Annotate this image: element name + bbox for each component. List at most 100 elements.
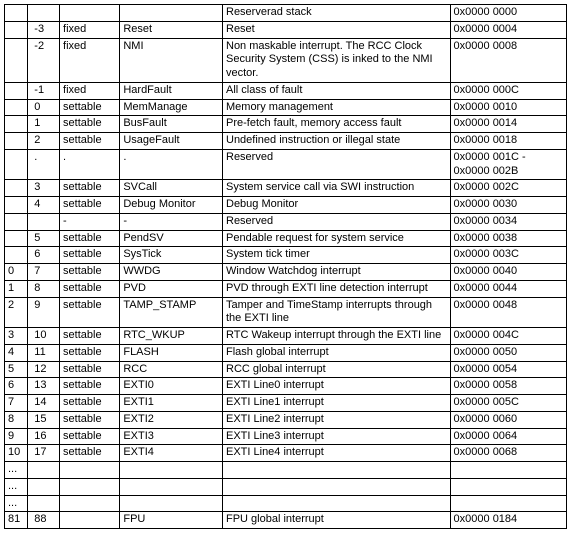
- cell-c5: 0x0000 0050: [450, 344, 566, 361]
- cell-c0: ...: [5, 495, 28, 512]
- cell-c0: 1: [5, 280, 28, 297]
- cell-c0: [5, 116, 28, 133]
- cell-c4: PVD through EXTI line detection interrup…: [223, 280, 451, 297]
- cell-c2: .: [60, 149, 120, 180]
- table-row: 6settableSysTickSystem tick timer0x0000 …: [5, 247, 567, 264]
- table-row: 1settableBusFaultPre-fetch fault, memory…: [5, 116, 567, 133]
- cell-c0: [5, 38, 28, 82]
- cell-c4: Non maskable interrupt. The RCC Clock Se…: [223, 38, 451, 82]
- cell-c1: 9: [28, 297, 60, 328]
- cell-c3: Reset: [120, 21, 223, 38]
- cell-c1: 17: [28, 445, 60, 462]
- table-row: 411settableFLASHFlash global interrupt0x…: [5, 344, 567, 361]
- cell-c1: 4: [28, 197, 60, 214]
- table-row: ...: [5, 495, 567, 512]
- cell-c1: -1: [28, 82, 60, 99]
- cell-c5: 0x0000 0060: [450, 411, 566, 428]
- cell-c1: 12: [28, 361, 60, 378]
- table-row: 4settableDebug MonitorDebug Monitor0x000…: [5, 197, 567, 214]
- cell-c0: 7: [5, 395, 28, 412]
- cell-c5: 0x0000 0030: [450, 197, 566, 214]
- cell-c1: [28, 213, 60, 230]
- cell-c0: 3: [5, 328, 28, 345]
- cell-c2: fixed: [60, 38, 120, 82]
- cell-c3: EXTI3: [120, 428, 223, 445]
- table-row: 18settablePVDPVD through EXTI line detec…: [5, 280, 567, 297]
- cell-c2: [60, 512, 120, 529]
- cell-c4: System tick timer: [223, 247, 451, 264]
- cell-c0: [5, 180, 28, 197]
- cell-c5: 0x0000 0038: [450, 230, 566, 247]
- table-row: 0settableMemManageMemory management0x000…: [5, 99, 567, 116]
- cell-c0: [5, 197, 28, 214]
- cell-c3: RCC: [120, 361, 223, 378]
- cell-c2: settable: [60, 197, 120, 214]
- cell-c5: 0x0000 004C: [450, 328, 566, 345]
- cell-c2: settable: [60, 344, 120, 361]
- cell-c1: 7: [28, 264, 60, 281]
- table-row: ...: [5, 462, 567, 479]
- table-row: -3fixedResetReset0x0000 0004: [5, 21, 567, 38]
- cell-c3: NMI: [120, 38, 223, 82]
- cell-c2: settable: [60, 180, 120, 197]
- cell-c0: 81: [5, 512, 28, 529]
- cell-c5: 0x0000 0000: [450, 5, 566, 22]
- cell-c1: 13: [28, 378, 60, 395]
- cell-c2: settable: [60, 445, 120, 462]
- cell-c5: 0x0000 0054: [450, 361, 566, 378]
- cell-c1: 2: [28, 133, 60, 150]
- cell-c3: MemManage: [120, 99, 223, 116]
- cell-c3: [120, 478, 223, 495]
- cell-c5: 0x0000 0008: [450, 38, 566, 82]
- cell-c0: [5, 230, 28, 247]
- cell-c4: Reset: [223, 21, 451, 38]
- table-row: Reserverad stack0x0000 0000: [5, 5, 567, 22]
- cell-c2: settable: [60, 428, 120, 445]
- cell-c2: [60, 478, 120, 495]
- cell-c0: 4: [5, 344, 28, 361]
- cell-c1: 88: [28, 512, 60, 529]
- cell-c4: Reserved: [223, 213, 451, 230]
- cell-c4: [223, 462, 451, 479]
- cell-c0: 8: [5, 411, 28, 428]
- cell-c3: EXTI0: [120, 378, 223, 395]
- cell-c5: [450, 462, 566, 479]
- cell-c0: [5, 5, 28, 22]
- interrupt-vector-table: Reserverad stack0x0000 0000-3fixedResetR…: [4, 4, 567, 529]
- cell-c1: 1: [28, 116, 60, 133]
- cell-c5: 0x0000 0040: [450, 264, 566, 281]
- cell-c2: [60, 462, 120, 479]
- cell-c0: [5, 99, 28, 116]
- cell-c3: [120, 462, 223, 479]
- cell-c1: .: [28, 149, 60, 180]
- cell-c1: [28, 462, 60, 479]
- cell-c2: settable: [60, 264, 120, 281]
- cell-c5: 0x0000 0014: [450, 116, 566, 133]
- cell-c4: System service call via SWI instruction: [223, 180, 451, 197]
- cell-c4: RCC global interrupt: [223, 361, 451, 378]
- cell-c4: Tamper and TimeStamp interrupts through …: [223, 297, 451, 328]
- cell-c0: 0: [5, 264, 28, 281]
- cell-c5: 0x0000 000C: [450, 82, 566, 99]
- cell-c1: 10: [28, 328, 60, 345]
- cell-c0: [5, 247, 28, 264]
- cell-c4: Flash global interrupt: [223, 344, 451, 361]
- table-row: -1fixedHardFaultAll class of fault0x0000…: [5, 82, 567, 99]
- cell-c4: EXTI Line4 interrupt: [223, 445, 451, 462]
- cell-c4: Pre-fetch fault, memory access fault: [223, 116, 451, 133]
- cell-c3: WWDG: [120, 264, 223, 281]
- cell-c4: EXTI Line1 interrupt: [223, 395, 451, 412]
- table-row: 310settableRTC_WKUPRTC Wakeup interrupt …: [5, 328, 567, 345]
- cell-c3: [120, 495, 223, 512]
- cell-c1: 3: [28, 180, 60, 197]
- cell-c1: 6: [28, 247, 60, 264]
- cell-c2: [60, 495, 120, 512]
- cell-c0: [5, 21, 28, 38]
- cell-c2: [60, 5, 120, 22]
- cell-c3: FPU: [120, 512, 223, 529]
- cell-c0: 6: [5, 378, 28, 395]
- cell-c3: UsageFault: [120, 133, 223, 150]
- cell-c0: ...: [5, 478, 28, 495]
- table-row: 8188FPUFPU global interrupt0x0000 0184: [5, 512, 567, 529]
- table-wrapper: Reserverad stack0x0000 0000-3fixedResetR…: [0, 0, 571, 533]
